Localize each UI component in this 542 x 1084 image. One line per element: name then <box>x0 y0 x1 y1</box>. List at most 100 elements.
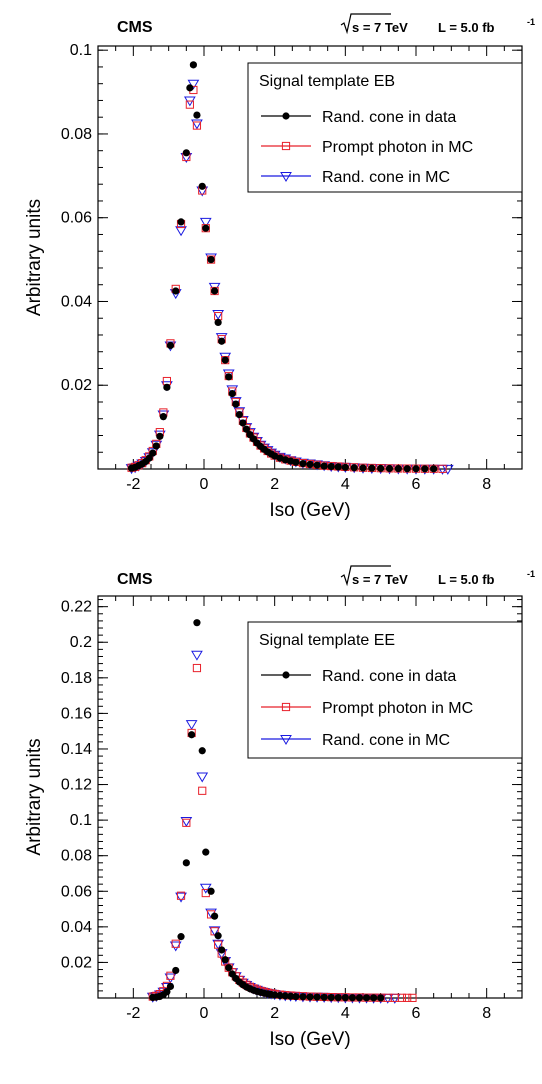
data-point <box>175 226 187 237</box>
x-tick-label: 6 <box>412 476 421 493</box>
legend: Signal template EE Rand. cone in data Prom… <box>247 621 523 759</box>
legend-entry: Prompt photon in MC <box>322 700 473 717</box>
y-tick-label: 0.06 <box>61 883 92 900</box>
data-point <box>210 927 219 936</box>
data-point <box>162 376 172 386</box>
y-tick-label: 0.08 <box>61 848 92 865</box>
data-point <box>271 991 279 999</box>
y-tick-label: 0.02 <box>61 377 92 394</box>
data-point <box>182 859 190 867</box>
data-point <box>334 463 342 471</box>
legend-box <box>247 62 523 193</box>
data-point <box>350 464 358 472</box>
legend-marker <box>280 735 292 745</box>
data-point <box>211 287 219 295</box>
data-point <box>198 786 207 795</box>
data-point <box>362 994 371 1002</box>
data-point <box>299 993 307 1001</box>
data-point <box>191 119 203 130</box>
legend: Signal template EB Rand. cone in data Prom… <box>247 62 523 193</box>
data-point <box>198 747 206 755</box>
data-point <box>192 121 202 130</box>
legend-title: Signal template EE <box>259 632 395 649</box>
data-point <box>226 385 239 396</box>
data-point <box>235 410 243 419</box>
data-point <box>159 413 167 421</box>
series-rand-cone-data <box>127 61 438 473</box>
energy-label: s = 7 TeV <box>352 20 408 35</box>
data-point <box>385 464 394 473</box>
data-point <box>180 817 193 827</box>
data-point <box>145 454 153 462</box>
legend-entry: Rand. cone in MC <box>322 732 450 749</box>
data-point <box>189 61 197 69</box>
data-point <box>412 465 420 473</box>
y-tick-label: 0.08 <box>61 126 92 143</box>
data-point <box>242 425 250 433</box>
data-point <box>397 993 406 1002</box>
series-rand-cone-data <box>149 619 385 1002</box>
experiment-label: CMS <box>117 571 153 588</box>
y-tick-label: 0.12 <box>61 777 92 794</box>
y-tick-label: 0.04 <box>61 293 92 310</box>
x-tick-label: 8 <box>482 476 491 493</box>
data-point <box>177 218 185 226</box>
data-point <box>172 287 180 295</box>
x-tick-label: 8 <box>482 1005 491 1022</box>
x-tick-label: 4 <box>341 1005 350 1022</box>
data-point <box>306 460 314 468</box>
data-point <box>163 988 171 996</box>
data-point <box>276 991 284 1000</box>
legend-entry: Rand. cone in data <box>322 668 456 685</box>
sqrt-symbol <box>340 13 391 35</box>
data-point <box>166 982 175 991</box>
data-point <box>177 933 185 941</box>
data-point <box>212 939 225 950</box>
data-point <box>212 310 225 321</box>
data-point <box>207 255 215 264</box>
data-point <box>218 946 226 954</box>
data-point <box>403 465 411 473</box>
legend-marker <box>282 112 290 120</box>
data-point <box>341 463 349 471</box>
x-tick-label: 4 <box>341 476 350 493</box>
data-point <box>225 373 233 381</box>
y-tick-label: 0.04 <box>61 919 92 936</box>
x-tick-label: 0 <box>200 476 209 493</box>
data-point <box>306 993 314 1001</box>
lumi-exponent: -1 <box>527 569 535 579</box>
y-tick-label: 0.2 <box>70 634 92 651</box>
data-point <box>199 883 212 894</box>
data-point <box>218 337 226 345</box>
data-point <box>182 149 190 157</box>
x-axis-title: Iso (GeV) <box>269 500 350 521</box>
legend-marker <box>280 172 292 182</box>
data-point <box>232 400 240 408</box>
legend-entry: Rand. cone in MC <box>322 169 450 186</box>
data-point <box>193 111 201 119</box>
y-tick-label: 0.14 <box>61 741 92 758</box>
y-axis-title: Arbitrary units <box>24 738 45 855</box>
data-point <box>355 994 364 1002</box>
data-point <box>156 432 164 440</box>
data-point <box>188 731 196 739</box>
data-point <box>207 887 215 895</box>
data-point <box>196 772 209 783</box>
data-point <box>359 464 367 472</box>
legend-entry: Rand. cone in data <box>322 109 456 126</box>
data-point <box>377 994 385 1002</box>
data-point <box>214 932 222 940</box>
x-tick-label: -2 <box>126 476 140 493</box>
data-point <box>222 369 235 380</box>
data-point <box>430 465 438 473</box>
x-tick-label: 2 <box>270 1005 279 1022</box>
y-tick-label: 0.18 <box>61 670 92 687</box>
data-point <box>176 891 186 900</box>
data-point <box>193 619 201 627</box>
x-axis-title: Iso (GeV) <box>269 1029 350 1050</box>
data-point <box>219 352 232 363</box>
data-point <box>292 458 300 466</box>
data-point <box>341 994 349 1002</box>
legend-marker <box>281 702 291 712</box>
